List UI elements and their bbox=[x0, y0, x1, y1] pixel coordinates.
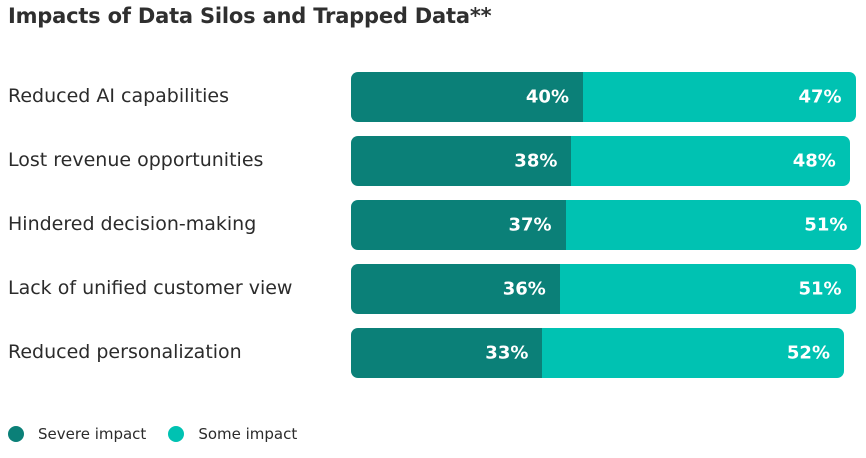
data-label: 51% bbox=[804, 214, 848, 236]
category-label: Lack of unified customer view bbox=[8, 277, 293, 299]
category-label: Lost revenue opportunities bbox=[8, 149, 264, 171]
bar-segment-some: 51% bbox=[559, 264, 856, 314]
bar-segment-severe: 33% bbox=[351, 328, 543, 378]
data-label: 52% bbox=[786, 342, 830, 364]
bar-segment-some: 47% bbox=[583, 72, 856, 122]
data-label: 36% bbox=[502, 278, 546, 300]
bar-row: 40% 47% bbox=[351, 72, 856, 122]
data-label: 33% bbox=[485, 342, 529, 364]
category-label: Hindered decision-making bbox=[8, 213, 257, 235]
legend-item-some: Some impact bbox=[168, 425, 297, 443]
bar-row: 33% 52% bbox=[351, 328, 844, 378]
bar-segment-severe: 36% bbox=[351, 264, 560, 314]
bar-row: 36% 51% bbox=[351, 264, 856, 314]
bar-segment-severe: 37% bbox=[351, 200, 566, 250]
legend-swatch-severe bbox=[8, 426, 24, 442]
legend-swatch-some bbox=[168, 426, 185, 442]
data-label: 47% bbox=[798, 86, 842, 108]
data-label: 38% bbox=[514, 150, 558, 172]
legend-item-severe: Severe impact bbox=[8, 425, 146, 443]
bar-row: 37% 51% bbox=[351, 200, 862, 250]
data-label: 40% bbox=[525, 86, 569, 108]
bar-row: 38% 48% bbox=[351, 136, 850, 186]
data-label: 48% bbox=[792, 150, 836, 172]
category-label: Reduced personalization bbox=[8, 341, 242, 363]
data-label: 51% bbox=[798, 278, 842, 300]
bar-segment-some: 48% bbox=[571, 136, 850, 186]
legend-label-severe: Severe impact bbox=[38, 425, 147, 443]
category-label: Reduced AI capabilities bbox=[8, 85, 230, 107]
chart-title: Impacts of Data Silos and Trapped Data** bbox=[8, 4, 492, 28]
bar-segment-severe: 40% bbox=[351, 72, 583, 122]
chart-legend: Severe impact Some impact bbox=[8, 425, 319, 443]
bar-segment-some: 52% bbox=[542, 328, 844, 378]
legend-label-some: Some impact bbox=[198, 425, 298, 443]
data-label: 37% bbox=[508, 214, 552, 236]
bar-segment-some: 51% bbox=[565, 200, 862, 250]
bar-segment-severe: 38% bbox=[351, 136, 572, 186]
